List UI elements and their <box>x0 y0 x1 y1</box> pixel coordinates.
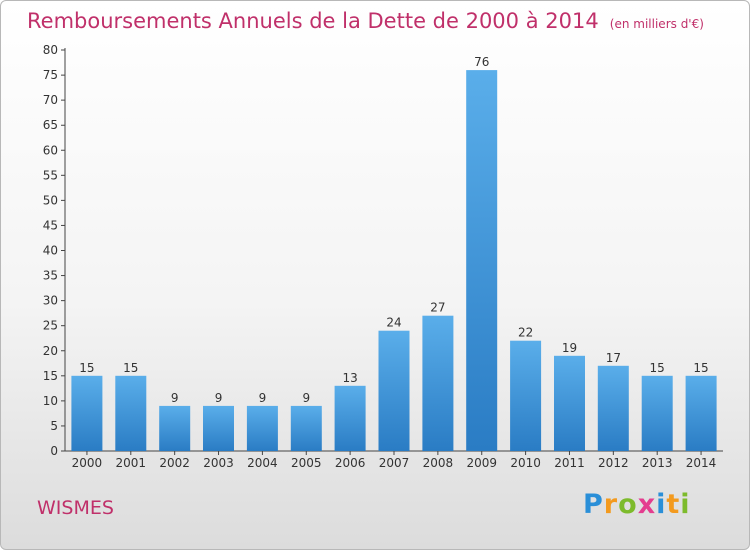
bar <box>510 340 542 451</box>
title-row: Remboursements Annuels de la Dette de 20… <box>27 9 704 33</box>
x-tick-label: 2007 <box>379 456 410 470</box>
chart-title: Remboursements Annuels de la Dette de 20… <box>27 9 599 33</box>
brand-letter: i <box>680 489 691 520</box>
bar <box>641 375 673 451</box>
y-tick-label: 10 <box>43 394 58 408</box>
data-label: 17 <box>606 351 621 365</box>
brand-letter: r <box>603 489 619 520</box>
y-tick-label: 40 <box>43 244 58 258</box>
bar <box>334 385 366 451</box>
place-name: WISMES <box>37 497 114 519</box>
y-tick-label: 0 <box>50 444 58 458</box>
data-label: 15 <box>693 361 708 375</box>
brand-letter: P <box>583 489 604 520</box>
data-label: 22 <box>518 326 533 340</box>
bar <box>554 355 585 451</box>
bar <box>378 330 410 451</box>
bar <box>71 375 103 451</box>
data-label: 13 <box>342 371 357 385</box>
x-tick-label: 2010 <box>510 456 541 470</box>
data-label: 9 <box>302 391 310 405</box>
x-tick-label: 2001 <box>116 456 147 470</box>
bar <box>597 365 629 451</box>
y-tick-label: 25 <box>43 319 58 333</box>
bar <box>159 405 191 451</box>
bar <box>246 405 278 451</box>
y-tick-label: 20 <box>43 344 58 358</box>
data-label: 76 <box>474 55 489 69</box>
data-label: 19 <box>562 341 577 355</box>
y-tick-label: 55 <box>43 168 58 182</box>
x-tick-label: 2014 <box>686 456 717 470</box>
data-label: 15 <box>79 361 94 375</box>
data-label: 9 <box>215 391 223 405</box>
y-tick-label: 50 <box>43 193 58 207</box>
data-label: 15 <box>123 361 138 375</box>
x-tick-label: 2013 <box>642 456 673 470</box>
data-label: 9 <box>259 391 267 405</box>
x-tick-label: 2000 <box>72 456 103 470</box>
bar <box>290 405 322 451</box>
chart-unit: (en milliers d'€) <box>609 17 704 31</box>
x-tick-label: 2008 <box>423 456 454 470</box>
y-tick-label: 75 <box>43 68 58 82</box>
x-tick-label: 2004 <box>247 456 278 470</box>
y-tick-label: 45 <box>43 218 58 232</box>
brand-letter: o <box>618 489 638 520</box>
x-tick-label: 2002 <box>159 456 190 470</box>
brand-letter: t <box>666 489 681 520</box>
y-tick-label: 65 <box>43 118 58 132</box>
y-tick-label: 15 <box>43 369 58 383</box>
bar <box>203 405 234 451</box>
x-tick-label: 2003 <box>203 456 234 470</box>
y-tick-label: 5 <box>50 419 58 433</box>
data-label: 27 <box>430 301 445 315</box>
y-tick-label: 80 <box>43 43 58 57</box>
brand-logo: Proxiti <box>583 489 691 520</box>
x-tick-label: 2011 <box>554 456 585 470</box>
y-tick-label: 30 <box>43 294 58 308</box>
data-label: 9 <box>171 391 179 405</box>
y-tick-label: 35 <box>43 269 58 283</box>
brand-letter: x <box>637 489 657 520</box>
bar <box>466 70 498 451</box>
brand-letter: i <box>656 489 667 520</box>
data-label: 15 <box>650 361 665 375</box>
y-tick-label: 70 <box>43 93 58 107</box>
bar <box>115 375 147 451</box>
x-tick-label: 2006 <box>335 456 366 470</box>
x-tick-label: 2012 <box>598 456 629 470</box>
x-tick-label: 2009 <box>466 456 497 470</box>
y-tick-label: 60 <box>43 143 58 157</box>
data-label: 24 <box>386 316 401 330</box>
bar <box>422 315 454 451</box>
bar <box>685 375 717 451</box>
x-tick-label: 2005 <box>291 456 322 470</box>
